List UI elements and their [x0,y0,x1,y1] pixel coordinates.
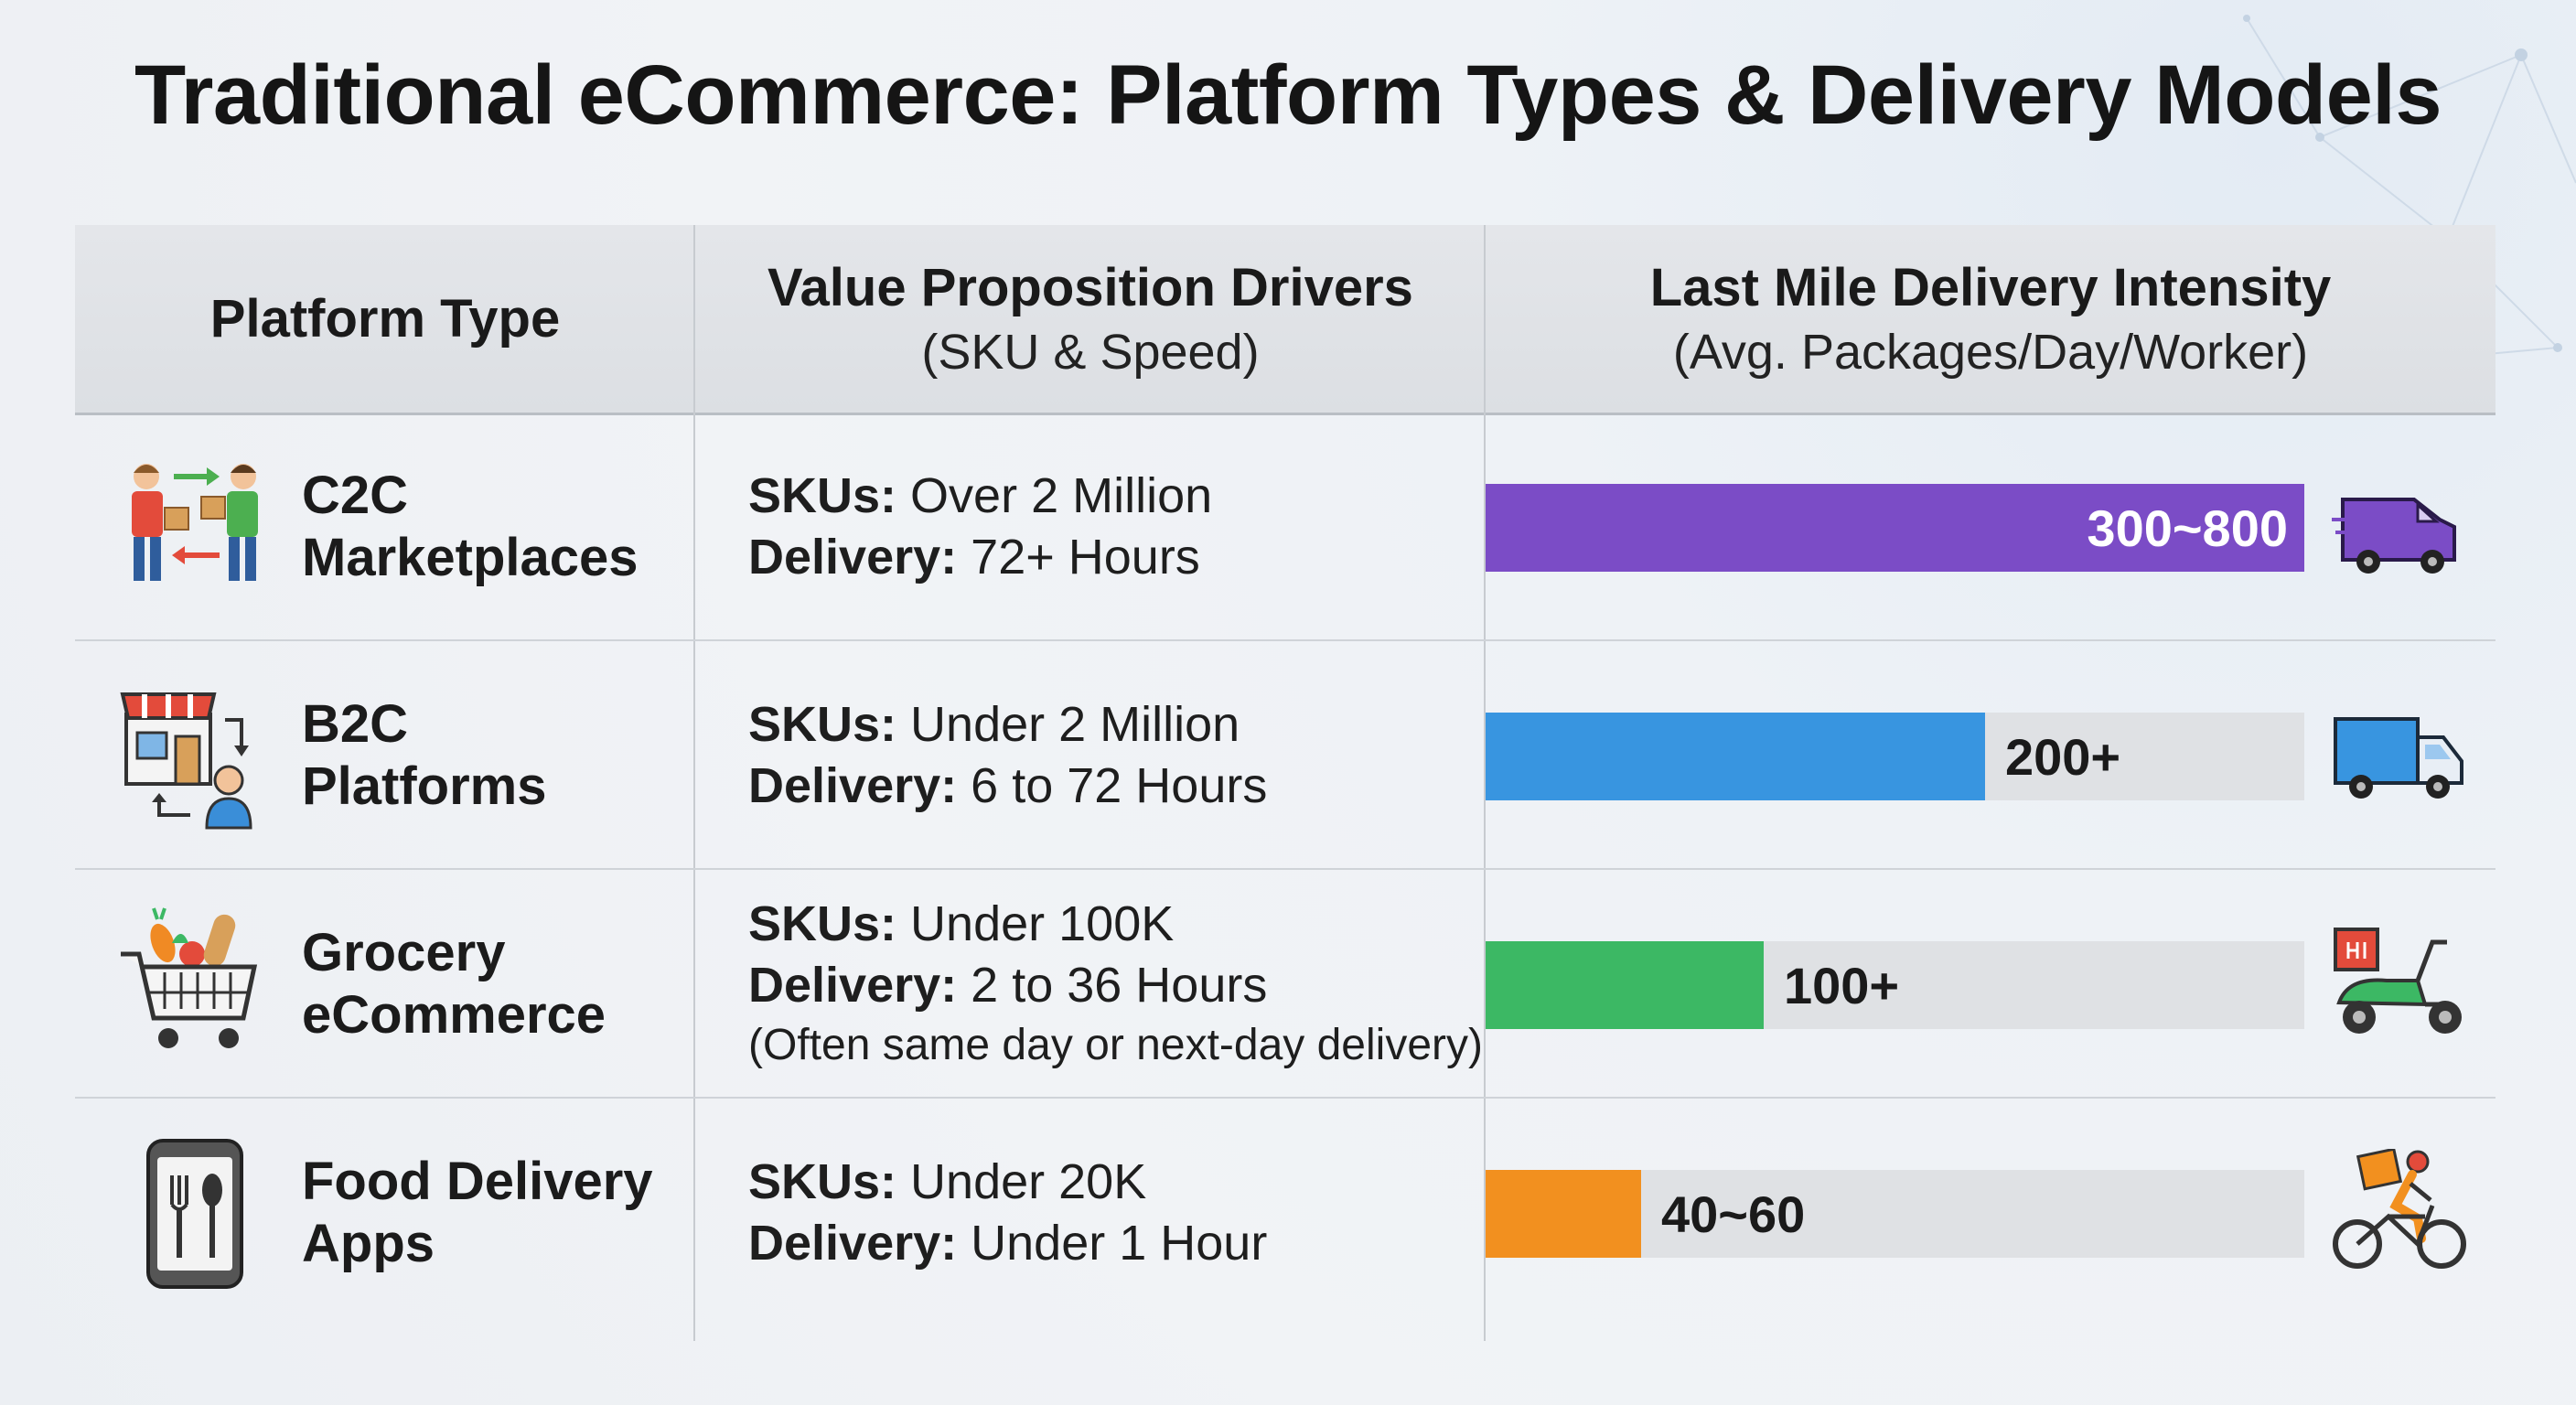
header-col2-subtitle: (SKU & Speed) [921,325,1260,380]
intensity-bar-track: 200+ [1486,713,2304,800]
platform-name-line1: B2C [302,694,409,754]
intensity-bar-fill [1486,941,1764,1029]
header-delivery-intensity: Last Mile Delivery Intensity (Avg. Packa… [1486,225,2496,413]
people-exchange-icon [132,464,258,581]
header-col2-title: Value Proposition Drivers [767,258,1413,317]
intensity-bar-label: 100+ [1784,956,1900,1014]
intensity-bar-fill [1486,713,1985,800]
intensity-bar-label: 40~60 [1661,1185,1806,1243]
page-title: Traditional eCommerce: Platform Types & … [134,48,2442,142]
platform-name-line2: Apps [302,1214,435,1273]
platform-name-line2: Marketplaces [302,528,639,587]
value-drivers: SKUs: Under 100K Delivery: 2 to 36 Hours… [748,870,1483,1099]
row-divider [75,868,2496,870]
header-platform-type: Platform Type [75,225,695,413]
delivery-label: Delivery: [748,958,958,1013]
delivery-value: 6 to 72 Hours [971,758,1268,813]
skus-value: Over 2 Million [910,468,1213,523]
intensity-bar-label: 200+ [2005,727,2121,786]
row-divider [75,1097,2496,1099]
delivery-note: (Often same day or next-day delivery) [748,1021,1483,1069]
bicycle-courier-icon [2333,1149,2466,1269]
table-header: Platform Type Value Proposition Drivers … [75,225,2496,415]
table-row-food-delivery: Food Delivery Apps SKUs: Under 20K Deliv… [75,1099,2496,1327]
delivery-value: 2 to 36 Hours [971,958,1268,1013]
platform-name: C2C Marketplaces [302,413,639,641]
header-col3-title: Last Mile Delivery Intensity [1649,258,2332,317]
delivery-label: Delivery: [748,758,958,813]
skus-value: Under 20K [910,1154,1147,1209]
intensity-bar-track: 40~60 [1486,1170,2304,1258]
platform-name: Food Delivery Apps [302,1099,653,1327]
skus-label: SKUs: [748,468,897,523]
delivery-label: Delivery: [748,1216,958,1271]
skus-label: SKUs: [748,896,897,951]
skus-label: SKUs: [748,697,897,752]
value-drivers: SKUs: Under 20K Delivery: Under 1 Hour [748,1099,1267,1327]
table-row-grocery: Grocery eCommerce SKUs: Under 100K Deliv… [75,870,2496,1099]
header-col3-subtitle: (Avg. Packages/Day/Worker) [1672,325,2309,380]
platform-name: B2C Platforms [302,641,547,870]
platform-name-line1: Food Delivery [302,1152,653,1211]
intensity-bar-track: 100+ [1486,941,2304,1029]
platform-name-line2: eCommerce [302,985,606,1045]
skus-label: SKUs: [748,1154,897,1209]
platform-name-line2: Platforms [302,756,547,816]
row-divider [75,639,2496,641]
column-divider [693,225,695,1341]
delivery-label: Delivery: [748,530,958,585]
skus-value: Under 100K [910,896,1175,951]
scooter-icon [2334,928,2462,1034]
value-drivers: SKUs: Over 2 Million Delivery: 72+ Hours [748,413,1212,641]
value-drivers: SKUs: Under 2 Million Delivery: 6 to 72 … [748,641,1267,870]
intensity-bar-fill [1486,1170,1641,1258]
platform-name-line1: Grocery [302,923,506,982]
platform-name-line1: C2C [302,466,409,525]
intensity-bar-label: 300~800 [2087,499,2288,557]
platform-name: Grocery eCommerce [302,870,606,1099]
intensity-bar-fill [1486,484,2304,572]
table-row-c2c: C2C Marketplaces SKUs: Over 2 Million De… [75,413,2496,641]
truck-icon [2334,717,2463,799]
grocery-cart-icon [121,907,258,1048]
van-icon [2332,498,2456,574]
table-row-b2c: B2C Platforms SKUs: Under 2 Million Deli… [75,641,2496,870]
comparison-table: Platform Type Value Proposition Drivers … [75,225,2496,1341]
food-app-phone-icon [146,1139,243,1289]
header-value-proposition: Value Proposition Drivers (SKU & Speed) [695,225,1486,413]
delivery-value: Under 1 Hour [971,1216,1268,1271]
skus-value: Under 2 Million [910,697,1240,752]
store-customer-icon [120,692,252,830]
delivery-value: 72+ Hours [971,530,1200,585]
header-col1-label: Platform Type [209,289,561,349]
intensity-bar-track: 300~800 [1486,484,2304,572]
column-divider [1484,225,1486,1341]
